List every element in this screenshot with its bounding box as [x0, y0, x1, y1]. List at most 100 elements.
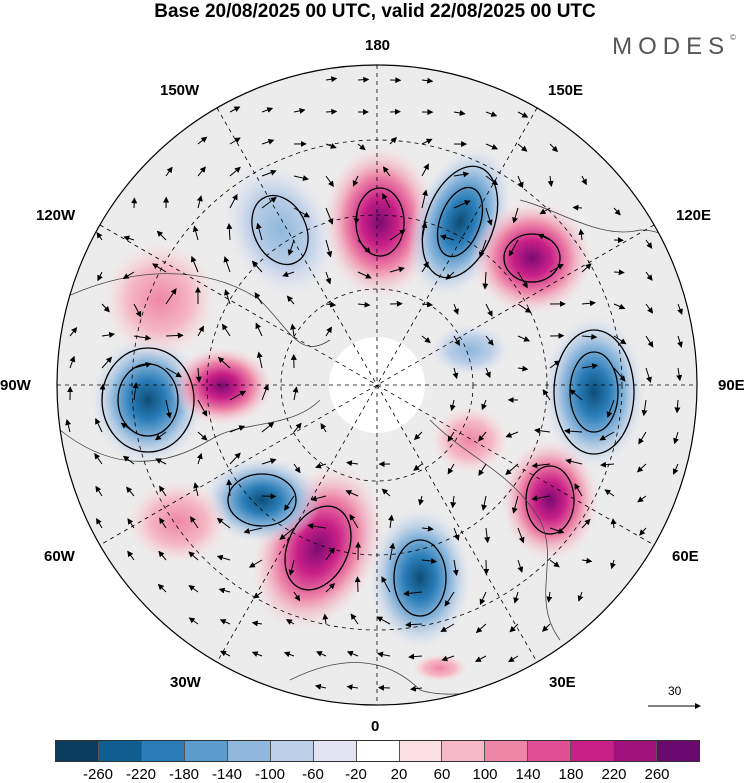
colorbar-swatch: [484, 741, 528, 761]
wind-vector: [155, 431, 167, 441]
wind-vector: [357, 239, 371, 254]
wind-vector: [382, 166, 391, 177]
wind-vector: [547, 175, 554, 187]
wind-vector: [450, 495, 457, 509]
wind-vector: [310, 495, 327, 502]
wind-vector: [441, 655, 455, 662]
colorbar-swatch: [441, 741, 485, 761]
modes-logo: MODES©: [612, 33, 736, 61]
wind-vector: [95, 417, 103, 433]
lon-label-0: 0: [371, 718, 380, 735]
wind-vector: [677, 335, 683, 348]
wind-vector: [229, 452, 241, 465]
wind-vector: [133, 361, 152, 369]
wind-vector: [97, 271, 103, 282]
wind-vector: [69, 355, 76, 369]
wind-vector: [133, 334, 152, 341]
wind-vector: [127, 550, 135, 561]
wind-vector: [188, 551, 199, 561]
wind-vector: [453, 200, 471, 209]
wind-vector: [485, 111, 498, 117]
wind-vector: [325, 108, 338, 115]
wind-vector: [453, 335, 461, 347]
wind-vector: [413, 463, 423, 471]
wind-vector: [325, 175, 334, 188]
wind-vector: [293, 463, 301, 474]
wind-vector: [196, 452, 203, 465]
wind-vector: [65, 419, 72, 433]
colorbar-swatch: [226, 741, 270, 761]
wind-vector: [320, 422, 327, 433]
lon-label-30w: 30W: [170, 674, 201, 691]
wind-vector: [581, 300, 596, 307]
wind-vector: [157, 583, 167, 593]
lon-label-90w: 90W: [0, 377, 31, 394]
wind-vector: [293, 207, 311, 218]
wind-vector: [606, 399, 615, 418]
wind-vector: [578, 228, 585, 241]
lon-label-60e: 60E: [672, 548, 699, 565]
wind-vector: [517, 175, 524, 189]
wind-vector: [197, 431, 208, 441]
wind-vector: [229, 425, 246, 433]
wind-vector: [261, 458, 277, 465]
wind-vector: [613, 367, 626, 382]
wind-vector: [381, 576, 391, 593]
wind-vector: [322, 613, 329, 625]
wind-vector: [531, 495, 551, 502]
center-neg-50w: [202, 456, 322, 544]
wind-vector: [261, 421, 275, 433]
wind-vector: [261, 107, 274, 113]
wind-vector: [613, 207, 621, 216]
wind-vector: [325, 582, 336, 593]
wind-vector: [636, 463, 647, 473]
wind-vector: [478, 239, 487, 258]
colorbar-tick-label: -220: [125, 766, 157, 783]
wind-vector: [481, 399, 487, 411]
wind-vector: [357, 271, 372, 279]
lon-label-150e: 150E: [548, 82, 584, 99]
wind-vector: [101, 331, 116, 338]
wind-vector: [604, 489, 615, 497]
wind-vector: [357, 76, 370, 83]
wind-vector: [485, 303, 493, 317]
colorbar-swatch: [656, 741, 700, 761]
colorbar-swatch: [570, 741, 614, 761]
wind-vector: [346, 650, 359, 657]
wind-vector: [159, 485, 167, 497]
wind-vector: [159, 517, 167, 529]
wind-vector: [261, 169, 277, 177]
colorbar-swatch: [97, 741, 141, 761]
wind-vector: [475, 655, 487, 662]
wind-vector: [165, 332, 184, 339]
wind-vector: [132, 382, 139, 401]
wind-vector: [293, 175, 309, 182]
wind-vector: [449, 399, 456, 412]
wind-vector: [286, 295, 295, 305]
wind-vector: [325, 326, 332, 337]
wind-vector: [564, 428, 583, 435]
wind-vector: [218, 587, 231, 594]
wind-vector: [290, 323, 296, 337]
wind-vector: [610, 559, 616, 570]
colorbar-tick-label: 180: [558, 766, 584, 783]
colorbar-tick-label: -20: [345, 766, 367, 783]
wind-vector: [539, 207, 551, 215]
wind-vector: [256, 222, 263, 241]
wind-vector: [517, 335, 531, 342]
wind-vector: [447, 431, 455, 443]
wind-vector: [645, 271, 653, 281]
wind-vector: [229, 166, 241, 177]
wind-vector: [120, 422, 135, 433]
wind-vector: [421, 301, 434, 308]
wind-vector: [453, 527, 460, 541]
lon-label-30e: 30E: [549, 674, 576, 691]
wind-vector: [251, 260, 263, 273]
height-contours: [101, 165, 635, 617]
wind-vector: [511, 495, 519, 514]
wind-vector: [325, 76, 338, 83]
wind-vector: [478, 463, 487, 477]
wind-vector: [581, 175, 587, 186]
wind-vector: [325, 547, 335, 561]
